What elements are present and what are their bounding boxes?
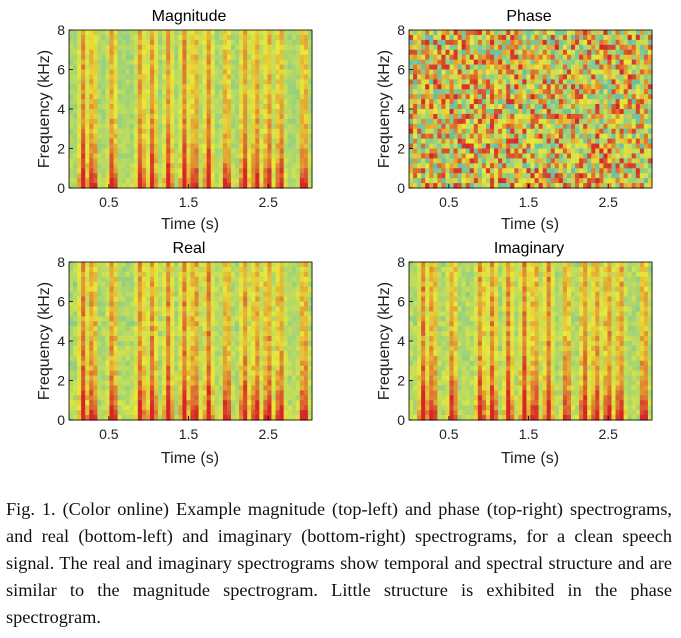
x-tick-label: 2.5	[598, 426, 618, 442]
y-tick-label: 0	[57, 412, 65, 428]
y-tick-label: 2	[57, 141, 65, 157]
spectrogram-image	[69, 262, 313, 421]
x-tick-label: 1.5	[179, 194, 199, 210]
x-tick-label: 1.5	[179, 426, 199, 442]
panel-title: Phase	[506, 8, 551, 25]
spectrogram-image	[409, 262, 653, 421]
x-axis-label: Time (s)	[501, 216, 559, 233]
y-tick-label: 4	[397, 101, 405, 117]
real-panel: Real 0 2 4 6 8 0.5 1.5 2.5 Frequency (kHz) Time…	[36, 240, 313, 467]
phase-panel: Phase 0 2 4 6 8 0.5 1.5 2.5 Frequency (kHz) Tim…	[376, 8, 653, 233]
y-tick-label: 4	[57, 333, 65, 349]
y-tick-label: 8	[57, 254, 65, 270]
y-tick-label: 0	[397, 180, 405, 196]
y-tick-label: 4	[397, 333, 405, 349]
imaginary-panel: Imaginary 0 2 4 6 8 0.5 1.5 2.5 Frequency (kHz)…	[376, 240, 653, 467]
x-tick-label: 0.5	[439, 426, 459, 442]
y-tick-label: 6	[57, 62, 65, 78]
figure: Magnitude 0 2 4 6 8 0.5 1.5 2.5 Frequency (kHz)…	[36, 8, 653, 467]
x-tick-label: 1.5	[519, 426, 539, 442]
panel-title: Imaginary	[494, 240, 564, 257]
x-tick-label: 1.5	[519, 194, 539, 210]
x-tick-label: 2.5	[258, 426, 278, 442]
spectrogram-image	[409, 30, 653, 189]
spectrogram-image	[69, 30, 313, 189]
y-tick-label: 6	[397, 294, 405, 310]
y-tick-label: 0	[397, 412, 405, 428]
panel-title: Real	[173, 240, 206, 257]
y-tick-label: 2	[57, 373, 65, 389]
y-tick-label: 4	[57, 101, 65, 117]
y-axis-label: Frequency (kHz)	[376, 50, 393, 168]
y-tick-label: 2	[397, 141, 405, 157]
x-axis-label: Time (s)	[501, 450, 559, 467]
y-tick-label: 8	[397, 22, 405, 38]
y-tick-label: 0	[57, 180, 65, 196]
panel-title: Magnitude	[152, 8, 227, 25]
x-tick-label: 0.5	[439, 194, 459, 210]
y-axis-label: Frequency (kHz)	[36, 282, 53, 400]
x-axis-label: Time (s)	[161, 450, 219, 467]
y-axis-label: Frequency (kHz)	[36, 50, 53, 168]
x-tick-label: 2.5	[258, 194, 278, 210]
x-axis-label: Time (s)	[161, 216, 219, 233]
magnitude-panel: Magnitude 0 2 4 6 8 0.5 1.5 2.5 Frequency (kHz)…	[36, 8, 313, 233]
x-tick-label: 0.5	[99, 194, 119, 210]
y-tick-label: 6	[397, 62, 405, 78]
x-tick-label: 2.5	[598, 194, 618, 210]
y-axis-label: Frequency (kHz)	[376, 282, 393, 400]
y-tick-label: 8	[397, 254, 405, 270]
y-tick-label: 6	[57, 294, 65, 310]
y-tick-label: 8	[57, 22, 65, 38]
figure-caption: Fig. 1. (Color online) Example magnitude…	[6, 499, 672, 627]
y-tick-label: 2	[397, 373, 405, 389]
x-tick-label: 0.5	[99, 426, 119, 442]
